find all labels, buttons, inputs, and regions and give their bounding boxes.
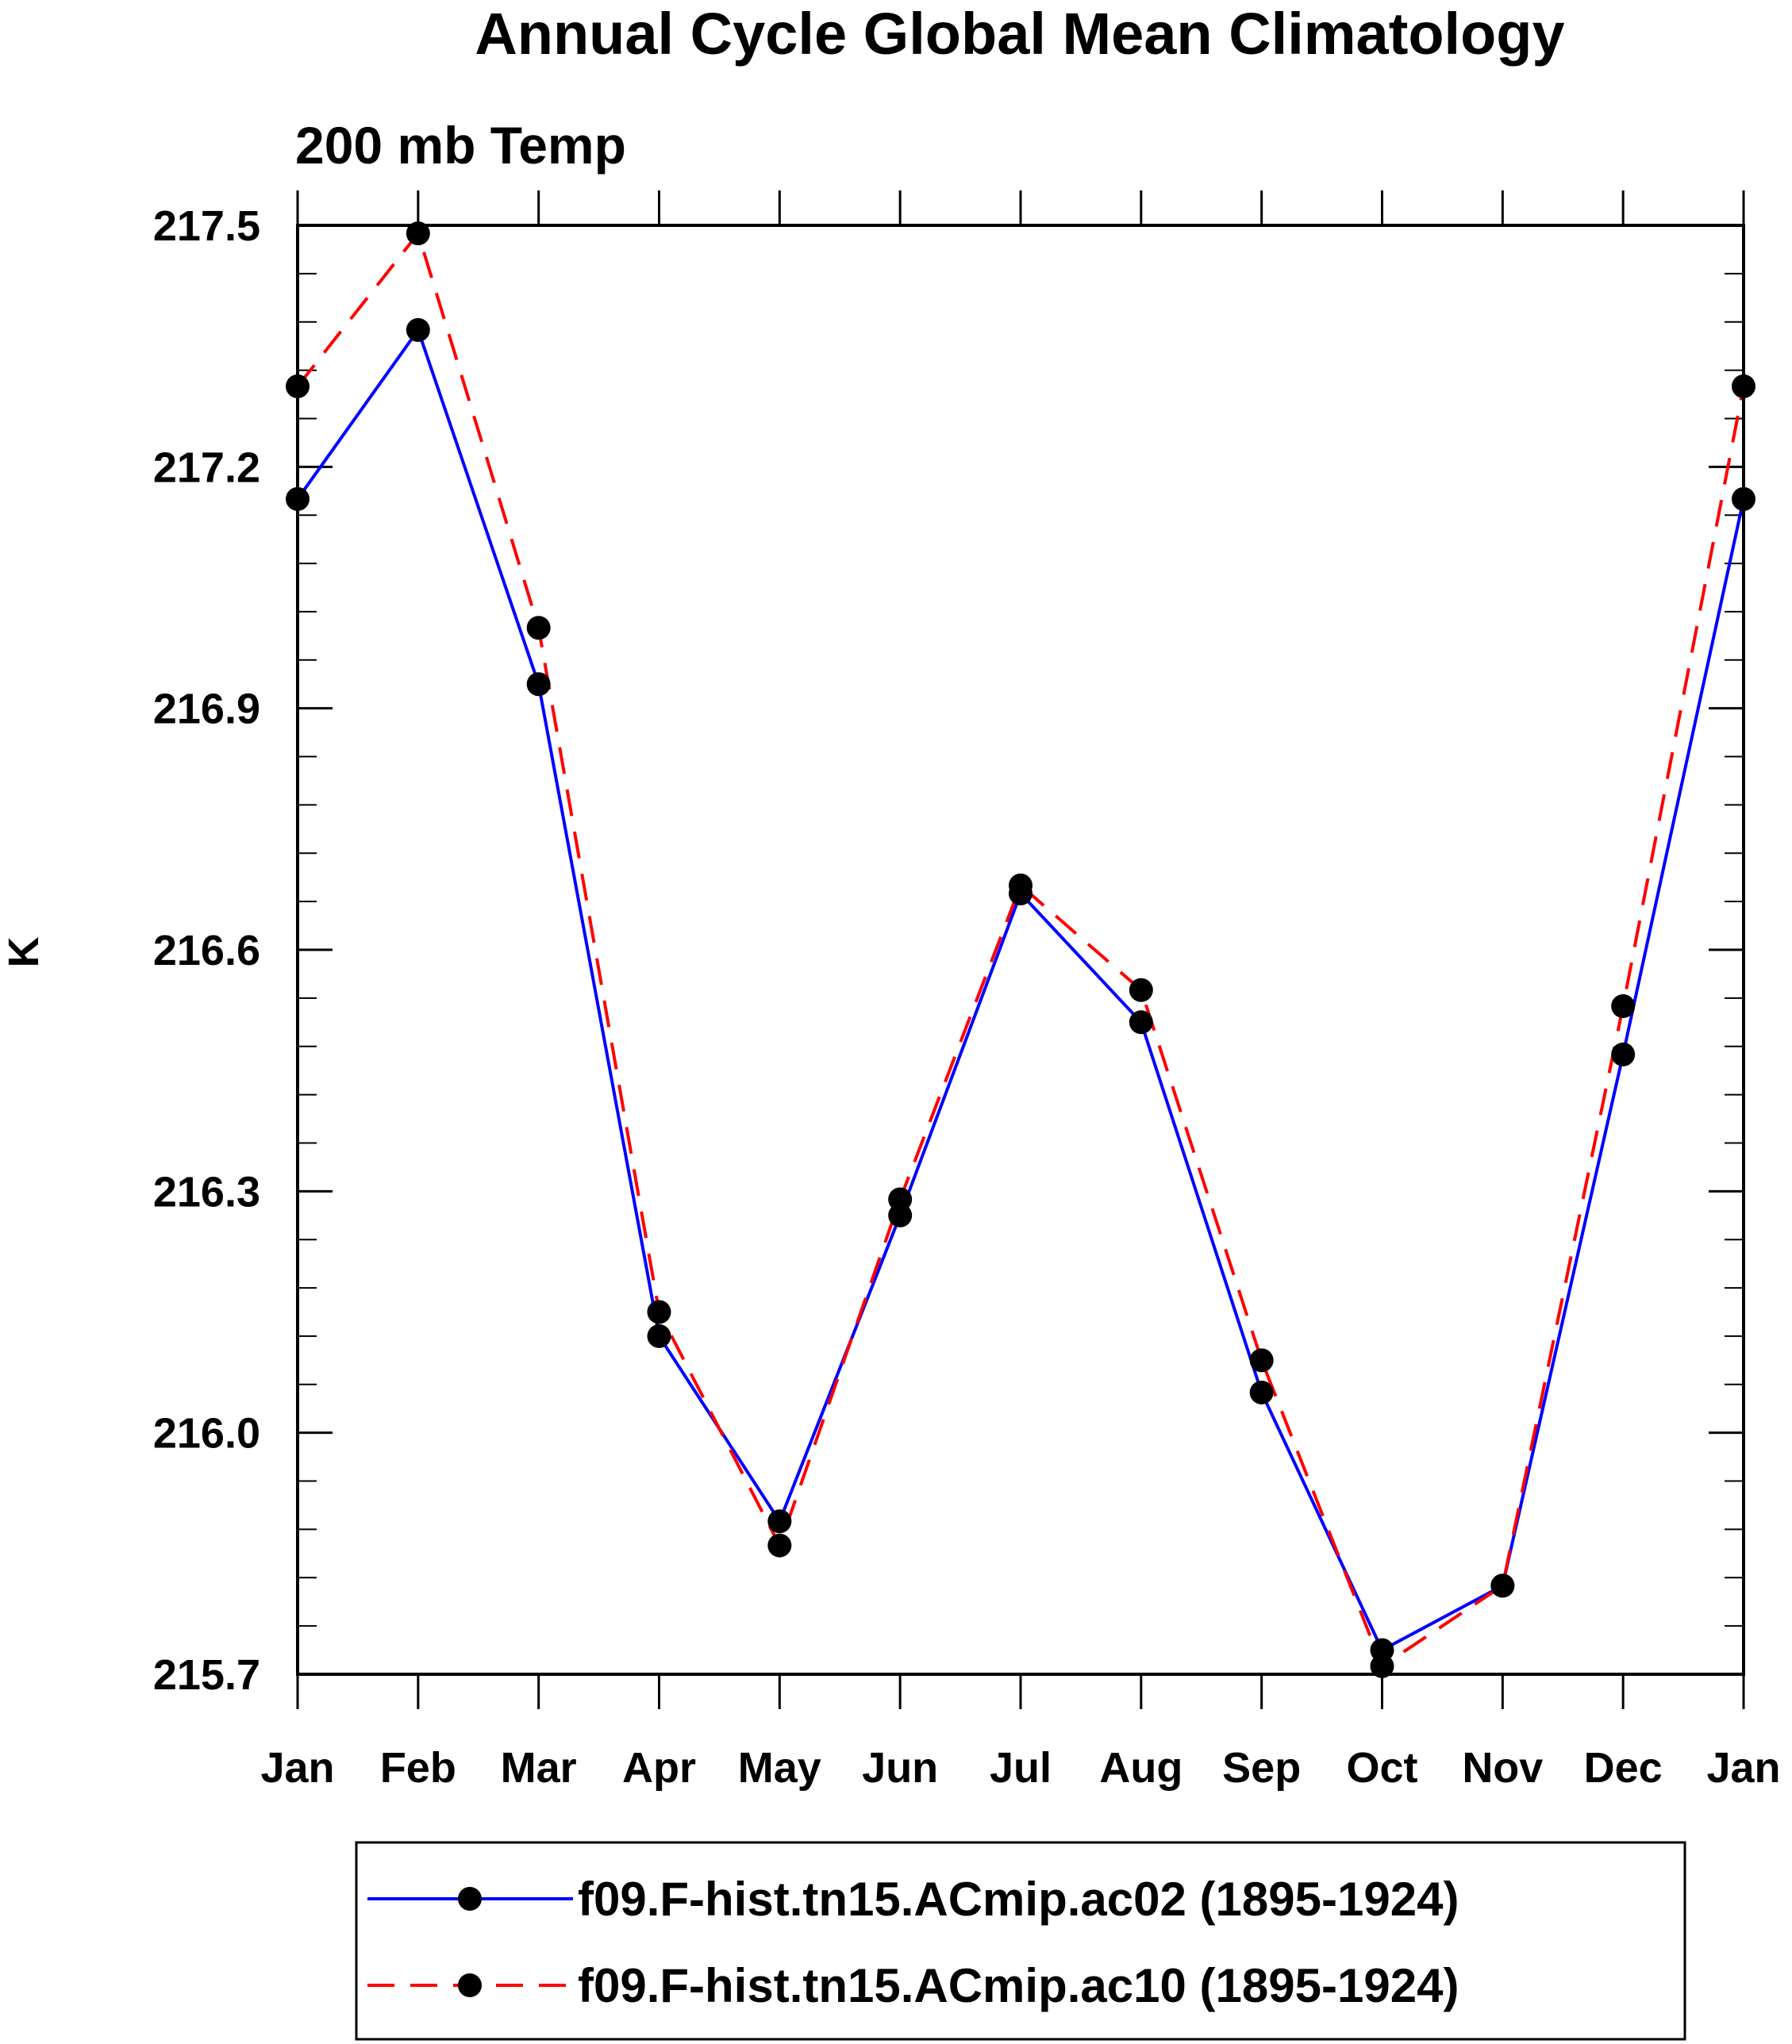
- x-tick-label: Aug: [1099, 1744, 1182, 1792]
- y-tick-label: 216.3: [153, 1168, 260, 1216]
- series-2-point: [647, 1300, 671, 1324]
- legend: f09.F-hist.tn15.ACmip.ac02 (1895-1924) f0…: [355, 1841, 1686, 2041]
- y-tick-label: 216.9: [153, 686, 260, 733]
- x-tick-label: Nov: [1462, 1744, 1543, 1792]
- y-tick-label: 217.5: [153, 202, 260, 250]
- y-tick-label: 217.2: [153, 444, 260, 491]
- series-2-point: [1129, 978, 1153, 1002]
- x-tick-label: Jun: [862, 1744, 938, 1792]
- series-layer: [286, 221, 1755, 1678]
- series-2-point: [406, 221, 430, 246]
- y-axis-label: K: [0, 937, 48, 968]
- series-1-point: [647, 1324, 671, 1348]
- series-2-point: [1490, 1573, 1515, 1598]
- legend-label-2: f09.F-hist.tn15.ACmip.ac10 (1895-1924): [578, 1959, 1459, 2012]
- chart-subtitle: 200 mb Temp: [295, 116, 626, 175]
- x-tick-label: Apr: [622, 1744, 696, 1792]
- x-tick-label: Jan: [1706, 1744, 1780, 1792]
- y-tick-label: 215.7: [153, 1651, 260, 1699]
- legend-box: [355, 1841, 1686, 2041]
- y-tick-label: 216.6: [153, 927, 260, 974]
- series-2-point: [1611, 994, 1636, 1019]
- series-1-point: [406, 317, 430, 342]
- chart-title: Annual Cycle Global Mean Climatology: [475, 1, 1564, 67]
- x-tick-label: Feb: [380, 1744, 456, 1792]
- plot-frame: [296, 224, 1745, 1676]
- series-2-point: [888, 1187, 913, 1212]
- series-2-point: [1370, 1654, 1394, 1678]
- x-tick-label: Jan: [260, 1744, 334, 1792]
- x-tick-label: Sep: [1222, 1744, 1301, 1792]
- y-tick-labels: 215.7 216.0 216.3 216.6 216.9 217.2 217.5: [153, 202, 260, 1699]
- x-tick-label: Oct: [1346, 1744, 1417, 1792]
- series-2-point: [1009, 873, 1033, 897]
- legend-label-1: f09.F-hist.tn15.ACmip.ac02 (1895-1924): [578, 1873, 1459, 1926]
- y-tick-label: 216.0: [153, 1410, 260, 1458]
- series-1-point: [526, 672, 551, 697]
- x-tick-label: May: [738, 1744, 821, 1792]
- series-line-2: [296, 229, 1745, 1669]
- series-2-point: [1249, 1348, 1274, 1373]
- series-1-point: [767, 1509, 792, 1534]
- series-line-1: [296, 326, 1745, 1653]
- legend-marker-2: [458, 1973, 482, 1997]
- series-1-point: [1249, 1380, 1274, 1404]
- series-2-point: [767, 1533, 792, 1558]
- series-2-point: [526, 616, 551, 640]
- series-1-point: [1611, 1042, 1636, 1066]
- series-1-point: [1129, 1010, 1153, 1035]
- legend-marker-1: [458, 1887, 482, 1911]
- x-tick-label: Dec: [1584, 1744, 1663, 1792]
- x-tick-label: Jul: [990, 1744, 1052, 1792]
- x-tick-labels: Jan Feb Mar Apr May Jun Jul Aug Sep Oct Nov Dec Jan: [260, 1744, 1780, 1792]
- x-tick-label: Mar: [501, 1744, 577, 1792]
